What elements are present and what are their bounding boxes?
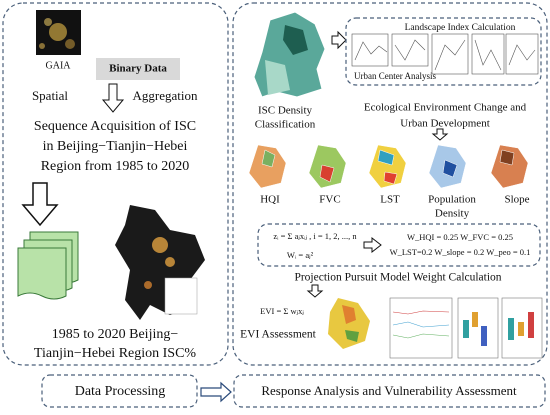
binary-box xyxy=(96,58,180,80)
sequence-title: Region from 1985 to 2020 xyxy=(41,159,190,174)
arrow xyxy=(101,83,125,113)
footer-left: Data Processing xyxy=(75,384,166,399)
factor-label: Slope xyxy=(504,194,529,206)
arrow xyxy=(331,30,347,50)
formula: Wᵢ = aⱼ² xyxy=(287,250,314,260)
evi-label: EVI Assessment xyxy=(240,329,317,341)
left-panel xyxy=(2,2,229,366)
arrow xyxy=(363,236,382,254)
sequence-title: in Beijing−Tianjin−Hebei xyxy=(43,139,188,154)
binary-label: Binary Data xyxy=(109,63,167,75)
isc-density-label: ISC Density xyxy=(258,105,313,117)
formula-box xyxy=(257,223,541,267)
factor-label: Population xyxy=(428,194,476,206)
urban-center-label: Urban Center Analysis xyxy=(354,71,436,81)
isc-map xyxy=(115,205,205,320)
evi-charts xyxy=(389,297,543,359)
factor-label: FVC xyxy=(319,194,340,206)
footer-box xyxy=(233,374,546,408)
arrow xyxy=(306,284,324,298)
factor-label: LST xyxy=(380,194,400,206)
factor-label: HQI xyxy=(260,194,280,206)
eco-change-label: Ecological Environment Change and xyxy=(364,102,527,114)
arrow xyxy=(21,182,59,227)
footer-right: Response Analysis and Vulnerability Asse… xyxy=(261,383,517,398)
result-title: 1985 to 2020 Beijing− xyxy=(52,327,179,342)
projection-label: Projection Pursuit Model Weight Calculat… xyxy=(294,272,501,284)
formula: zᵢ = Σ aⱼxᵢⱼ , i = 1, 2, ..., n xyxy=(273,231,357,241)
gaia-label: GAIA xyxy=(46,60,72,71)
stacked-pages xyxy=(17,231,79,300)
weights: W_HQI = 0.25 W_FVC = 0.25 xyxy=(407,232,513,242)
aggregation-label: Aggregation xyxy=(133,88,198,103)
result-title: Tianjin−Hebei Region ISC% xyxy=(34,346,196,361)
factor-maps xyxy=(248,144,529,189)
landscape-charts xyxy=(351,33,539,75)
isc-density-label: Classification xyxy=(255,119,316,131)
landscape-label: Landscape Index Calculation xyxy=(405,23,516,33)
arrow xyxy=(200,381,232,403)
eco-change-label: Urban Development xyxy=(400,118,490,130)
evi-map xyxy=(328,298,370,349)
evi-formula: EVI = Σ wⱼxⱼ xyxy=(260,306,304,316)
gaia-image xyxy=(36,10,81,55)
spatial-label: Spatial xyxy=(32,88,68,103)
sequence-title: Sequence Acquisition of ISC xyxy=(34,119,196,134)
weights: W_LST=0.2 W_slope = 0.2 W_peo = 0.1 xyxy=(390,247,531,257)
landscape-box xyxy=(345,17,542,86)
isc-density-map xyxy=(253,11,326,98)
footer-box xyxy=(41,374,198,408)
factor-label: Density xyxy=(435,208,470,220)
arrow xyxy=(431,128,449,141)
right-panel xyxy=(232,2,548,366)
